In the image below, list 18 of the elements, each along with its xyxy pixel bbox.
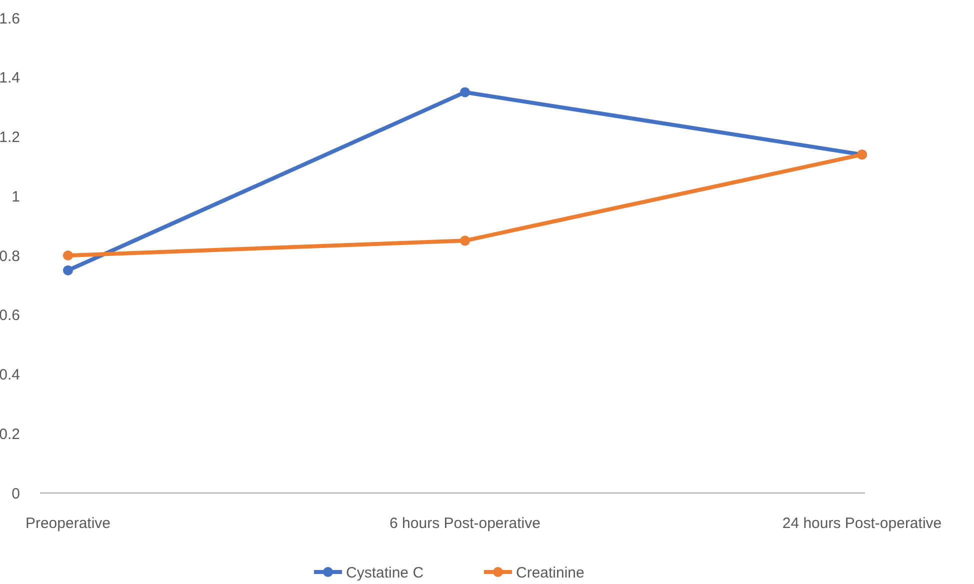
x-tick-label: 6 hours Post-operative [390,515,540,532]
y-tick-label: 0.6 [0,307,20,324]
y-tick-label: 0 [12,485,20,502]
legend-label: Creatinine [516,564,584,582]
y-tick-label: 1 [12,188,20,206]
point [460,87,470,98]
y-tick-label: 1.2 [0,129,20,146]
point [63,250,73,260]
y-tick-label: 1.4 [0,70,20,87]
y-tick-label: 0.2 [0,426,20,443]
y-tick-label: 1.6 [0,10,20,28]
x-tick-label: 24 hours Post-operative [782,515,942,532]
point [63,265,73,276]
x-tick-label: Preoperative [25,515,111,532]
point [460,236,470,246]
legend-label: Cystatine C [346,564,424,582]
y-tick-label: 0.8 [0,248,20,265]
y-tick-label: 0.4 [0,366,20,384]
